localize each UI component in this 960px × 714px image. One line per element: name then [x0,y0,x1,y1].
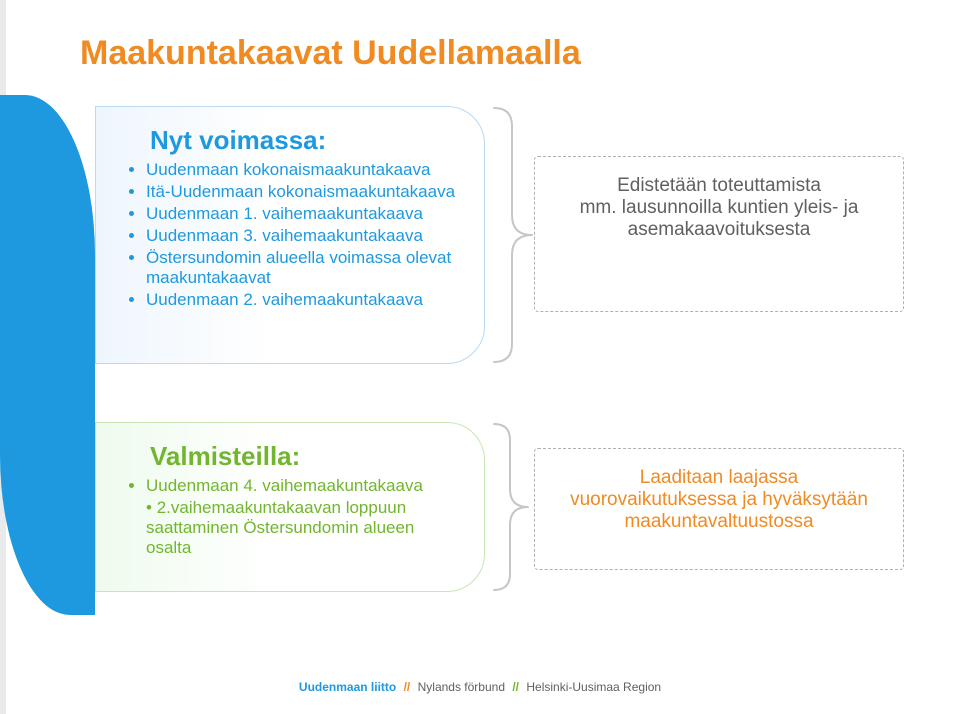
list-item: Östersundomin alueella voimassa olevat m… [146,248,458,288]
list-item: Uudenmaan 3. vaihemaakuntakaava [146,226,458,246]
box-valm-heading: Valmisteilla: [150,441,458,472]
blue-accent-shape [0,95,95,615]
list-item: Uudenmaan 4. vaihemaakuntakaava [146,476,458,496]
footer-mid: Nylands förbund [418,680,505,694]
right-box-line: asemakaavoituksesta [551,219,887,241]
list-item: Itä-Uudenmaan kokonaismaakuntakaava [146,182,458,202]
box-valm-subtext: 2.vaihemaakuntakaavan loppuun saattamine… [146,498,414,557]
footer: Uudenmaan liitto // Nylands förbund // H… [0,680,960,694]
box-valm-subline: • 2.vaihemaakuntakaavan loppuun saattami… [146,498,458,558]
right-box-line: Laaditaan laajassa [551,467,887,489]
box-valm-list: Uudenmaan 4. vaihemaakuntakaava [126,476,458,496]
bracket-top [492,106,536,364]
slide-title: Maakuntakaavat Uudellamaalla [80,34,581,73]
right-box-line: mm. lausunnoilla kuntien yleis- ja [551,197,887,219]
footer-last: Helsinki-Uusimaa Region [526,680,661,694]
box-right-bot: Laaditaan laajassavuorovaikutuksessa ja … [534,448,904,570]
bracket-bot [492,422,532,592]
box-nyt-heading: Nyt voimassa: [150,125,458,156]
right-box-line: maakuntavaltuustossa [551,511,887,533]
right-box-line: Edistetään toteuttamista [551,175,887,197]
list-item: Uudenmaan 1. vaihemaakuntakaava [146,204,458,224]
list-item: Uudenmaan 2. vaihemaakuntakaava [146,290,458,310]
box-valmisteilla: Valmisteilla: Uudenmaan 4. vaihemaakunta… [95,422,485,592]
box-nyt-voimassa: Nyt voimassa: Uudenmaan kokonaismaakunta… [95,106,485,364]
footer-sep1: // [404,680,411,694]
right-box-line: vuorovaikutuksessa ja hyväksytään [551,489,887,511]
footer-sep2: // [512,680,519,694]
footer-primary: Uudenmaan liitto [299,680,396,694]
box-right-top: Edistetään toteuttamistamm. lausunnoilla… [534,156,904,312]
box-nyt-list: Uudenmaan kokonaismaakuntakaavaItä-Uuden… [126,160,458,310]
slide-root: Maakuntakaavat Uudellamaalla Nyt voimass… [0,0,960,714]
list-item: Uudenmaan kokonaismaakuntakaava [146,160,458,180]
